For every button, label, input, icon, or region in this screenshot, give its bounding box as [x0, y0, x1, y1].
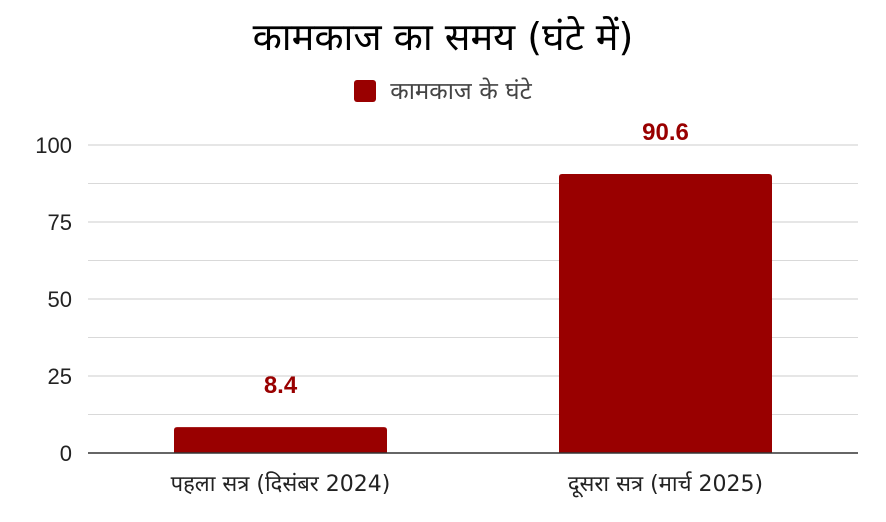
- x-category-label: पहला सत्र (दिसंबर 2024): [171, 471, 391, 497]
- legend-swatch: [354, 79, 377, 102]
- legend-label: कामकाज के घंटे: [390, 77, 532, 105]
- bar: [174, 427, 387, 453]
- bar: [559, 173, 772, 453]
- data-label: 90.6: [642, 119, 689, 146]
- y-tick-label: 100: [35, 133, 72, 158]
- x-category-label: दूसरा सत्र (मार्च 2025): [568, 471, 763, 498]
- y-tick-label: 25: [48, 364, 72, 389]
- legend: कामकाज के घंटे: [0, 74, 886, 107]
- y-tick-label: 75: [48, 210, 72, 235]
- y-tick-label: 50: [48, 287, 72, 312]
- data-label: 8.4: [264, 372, 298, 399]
- chart-title: कामकाज का समय (घंटे में): [252, 15, 634, 59]
- y-tick-label: 0: [60, 441, 72, 466]
